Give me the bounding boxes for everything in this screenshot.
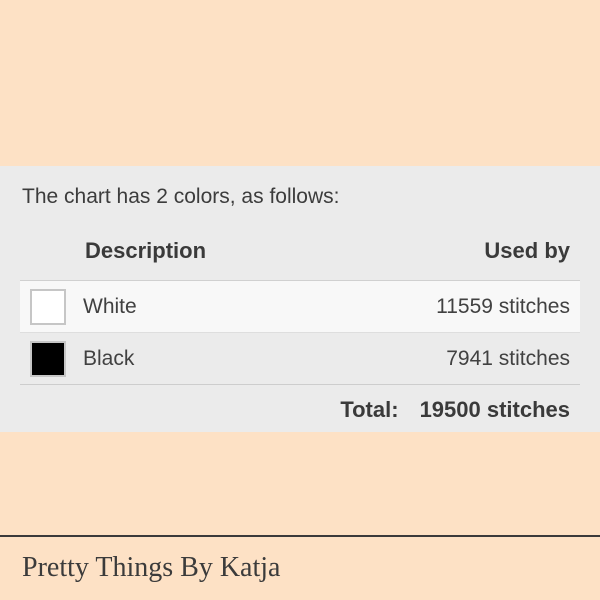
table-total-row: Total: 19500 stitches bbox=[20, 384, 580, 436]
black-color-swatch bbox=[30, 340, 66, 377]
color-name-label: White bbox=[83, 294, 137, 318]
column-header-description: Description bbox=[85, 238, 207, 263]
color-name-label: Black bbox=[83, 346, 135, 370]
footer-brand-text: Pretty Things By Katja bbox=[22, 552, 281, 583]
footer-divider bbox=[0, 535, 600, 537]
column-header-used-by: Used by bbox=[484, 238, 570, 263]
color-summary-panel: The chart has 2 colors, as follows: Desc… bbox=[0, 166, 600, 432]
stitch-count-value: 7941 stitches bbox=[446, 346, 570, 370]
table-header-row: Description Used by bbox=[20, 223, 580, 280]
table-row: Black 7941 stitches bbox=[20, 332, 580, 384]
intro-text: The chart has 2 colors, as follows: bbox=[22, 185, 340, 208]
total-label: Total: bbox=[340, 397, 399, 422]
stitch-count-value: 11559 stitches bbox=[436, 294, 570, 318]
table-row: White 11559 stitches bbox=[20, 280, 580, 332]
total-value: 19500 stitches bbox=[419, 397, 570, 422]
white-color-swatch bbox=[30, 288, 66, 325]
